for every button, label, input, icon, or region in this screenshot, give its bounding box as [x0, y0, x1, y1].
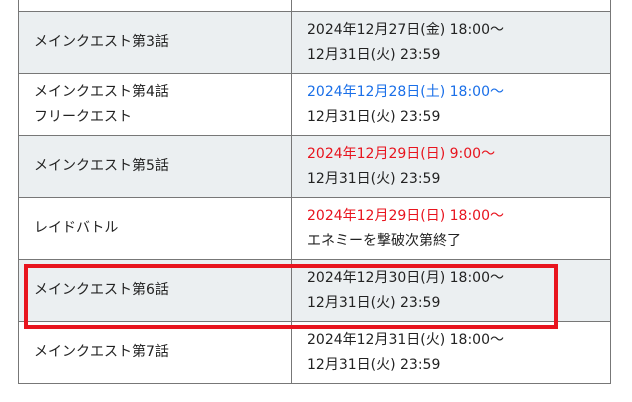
- period: 2024年12月29日(日) 9:00～ 12月31日(火) 23:59: [291, 135, 611, 198]
- table-row: メインクエスト第4話 フリークエスト 2024年12月28日(土) 18:00～ 12…: [18, 73, 611, 136]
- period: 2024年12月31日(火) 18:00～ 12月31日(火) 23:59: [291, 321, 611, 384]
- quest-name: メインクエスト第6話: [18, 259, 292, 322]
- quest-name: メインクエスト第7話: [18, 321, 292, 384]
- period: 2024年12月30日(月) 18:00～ 12月31日(火) 23:59: [291, 259, 611, 322]
- period: 2024年12月27日(金) 18:00～ 12月31日(火) 23:59: [291, 11, 611, 74]
- quest-name: メインクエスト第3話: [18, 11, 292, 74]
- table-row: レイドバトル 2024年12月29日(日) 18:00～ エネミーを撃破次第終了: [18, 197, 611, 260]
- quest-name: [18, 0, 292, 12]
- table-row: メインクエスト第7話 2024年12月31日(火) 18:00～ 12月31日(火)…: [18, 321, 611, 384]
- period: 2024年12月28日(土) 18:00～ 12月31日(火) 23:59: [291, 73, 611, 136]
- quest-name: レイドバトル: [18, 197, 292, 260]
- quest-name: メインクエスト第4話 フリークエスト: [18, 73, 292, 136]
- table-row: [18, 0, 611, 12]
- table-row-highlighted: メインクエスト第6話 2024年12月30日(月) 18:00～ 12月31日(火)…: [18, 259, 611, 322]
- period: [291, 0, 611, 12]
- table-row: メインクエスト第5話 2024年12月29日(日) 9:00～ 12月31日(火) …: [18, 135, 611, 198]
- period: 2024年12月29日(日) 18:00～ エネミーを撃破次第終了: [291, 197, 611, 260]
- table-row: メインクエスト第3話 2024年12月27日(金) 18:00～ 12月31日(火)…: [18, 11, 611, 74]
- schedule-table: メインクエスト第3話 2024年12月27日(金) 18:00～ 12月31日(火)…: [18, 0, 611, 384]
- quest-name: メインクエスト第5話: [18, 135, 292, 198]
